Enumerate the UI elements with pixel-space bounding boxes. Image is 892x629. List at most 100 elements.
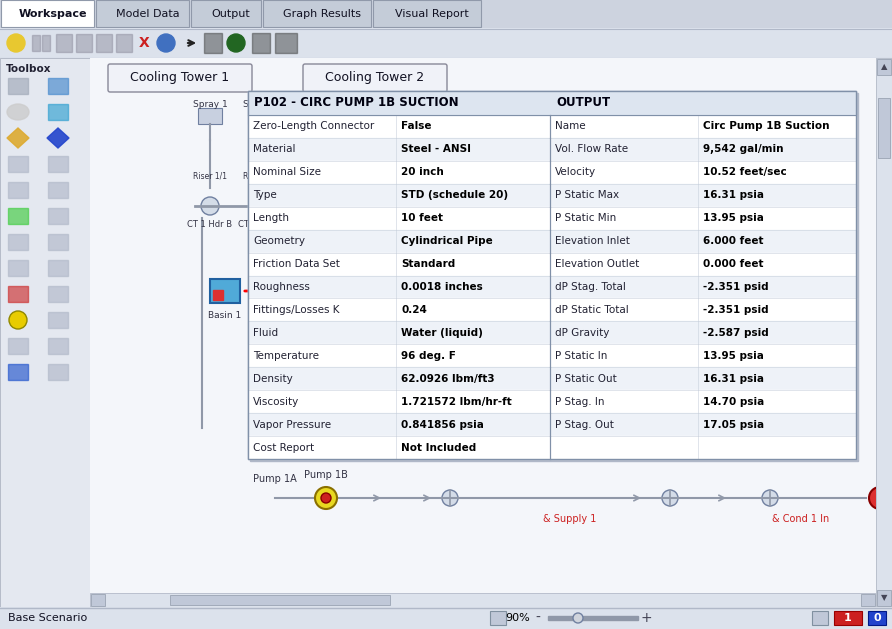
Circle shape bbox=[7, 34, 25, 52]
Bar bbox=[490, 611, 506, 625]
Text: 10.52 feet/sec: 10.52 feet/sec bbox=[703, 167, 787, 177]
Bar bbox=[48, 78, 68, 94]
Text: Cylindrical Pipe: Cylindrical Pipe bbox=[401, 236, 492, 246]
Bar bbox=[248, 390, 856, 413]
Bar bbox=[204, 33, 222, 53]
Bar bbox=[8, 234, 28, 250]
Bar bbox=[8, 260, 28, 276]
Bar bbox=[170, 595, 390, 605]
Circle shape bbox=[251, 197, 269, 215]
Bar bbox=[48, 234, 68, 250]
FancyBboxPatch shape bbox=[108, 64, 252, 92]
Text: P Static Min: P Static Min bbox=[555, 213, 616, 223]
Text: Material: Material bbox=[253, 145, 295, 154]
Text: Temperature: Temperature bbox=[253, 351, 319, 361]
Text: 62.0926 lbm/ft3: 62.0926 lbm/ft3 bbox=[401, 374, 495, 384]
Text: 0.000 feet: 0.000 feet bbox=[703, 259, 764, 269]
Bar bbox=[834, 611, 862, 625]
Text: dP Static Total: dP Static Total bbox=[555, 305, 629, 315]
Text: 17.05 psia: 17.05 psia bbox=[703, 420, 764, 430]
Text: Geometry: Geometry bbox=[253, 236, 305, 246]
Text: -: - bbox=[535, 611, 541, 625]
Bar bbox=[248, 344, 856, 367]
Text: Circ Pump 1B Suction: Circ Pump 1B Suction bbox=[703, 121, 830, 131]
Circle shape bbox=[201, 197, 219, 215]
Bar bbox=[250, 93, 858, 461]
Text: 9,542 gal/min: 9,542 gal/min bbox=[703, 145, 783, 154]
Text: Velocity: Velocity bbox=[555, 167, 596, 177]
Circle shape bbox=[315, 487, 337, 509]
Bar bbox=[48, 156, 68, 172]
Text: 14.70 psia: 14.70 psia bbox=[703, 397, 764, 407]
Bar bbox=[8, 156, 28, 172]
Bar bbox=[263, 0, 371, 27]
Circle shape bbox=[9, 311, 27, 329]
Ellipse shape bbox=[7, 104, 29, 120]
Bar bbox=[48, 338, 68, 354]
Bar bbox=[248, 413, 856, 436]
Text: dP Stag. Total: dP Stag. Total bbox=[555, 282, 626, 292]
Bar bbox=[298, 108, 322, 124]
Bar bbox=[76, 34, 92, 52]
Bar bbox=[8, 208, 28, 224]
Bar bbox=[868, 611, 886, 625]
Bar bbox=[210, 279, 240, 303]
Circle shape bbox=[573, 613, 583, 623]
Text: Viscosity: Viscosity bbox=[253, 397, 299, 407]
Circle shape bbox=[762, 490, 778, 506]
Text: Friction Data Set: Friction Data Set bbox=[253, 259, 340, 269]
Bar bbox=[8, 364, 28, 380]
Text: Elevation Inlet: Elevation Inlet bbox=[555, 236, 630, 246]
Bar bbox=[248, 276, 856, 299]
Bar bbox=[248, 91, 856, 115]
Bar bbox=[252, 33, 270, 53]
Text: Density: Density bbox=[253, 374, 293, 384]
Bar bbox=[878, 98, 890, 158]
Text: ▲: ▲ bbox=[880, 62, 888, 72]
Text: Riser 1/2: Riser 1/2 bbox=[243, 172, 277, 181]
Bar bbox=[248, 230, 856, 253]
Bar bbox=[96, 34, 112, 52]
Bar bbox=[275, 33, 297, 53]
Text: Type: Type bbox=[253, 190, 277, 200]
Text: Vapor Pressure: Vapor Pressure bbox=[253, 420, 331, 430]
Text: +: + bbox=[640, 611, 652, 625]
Bar bbox=[248, 207, 856, 230]
Text: Nominal Size: Nominal Size bbox=[253, 167, 321, 177]
Text: Length: Length bbox=[253, 213, 289, 223]
Text: -2.351 psid: -2.351 psid bbox=[703, 305, 769, 315]
Text: False: False bbox=[401, 121, 432, 131]
Text: 10 feet: 10 feet bbox=[401, 213, 443, 223]
Bar bbox=[8, 338, 28, 354]
Bar bbox=[48, 208, 68, 224]
Text: Fluid: Fluid bbox=[253, 328, 278, 338]
Text: P Static In: P Static In bbox=[555, 351, 607, 361]
Bar bbox=[248, 184, 856, 207]
Bar bbox=[248, 253, 856, 276]
Bar bbox=[42, 35, 50, 51]
Text: Pump 1A: Pump 1A bbox=[253, 474, 297, 484]
Text: P Static Max: P Static Max bbox=[555, 190, 619, 200]
Text: Visual Report: Visual Report bbox=[395, 9, 469, 19]
Text: Workspace: Workspace bbox=[18, 9, 87, 19]
Bar bbox=[198, 108, 222, 124]
Bar bbox=[861, 594, 875, 606]
Bar bbox=[248, 108, 272, 124]
Bar bbox=[1, 0, 94, 27]
Bar bbox=[248, 299, 856, 321]
Text: Toolbox: Toolbox bbox=[6, 64, 52, 74]
Text: dP Gravity: dP Gravity bbox=[555, 328, 609, 338]
Text: 13.95 psia: 13.95 psia bbox=[703, 351, 764, 361]
Bar bbox=[248, 436, 856, 459]
Bar bbox=[248, 321, 856, 344]
Text: 20 inch: 20 inch bbox=[401, 167, 443, 177]
Text: Graph Results: Graph Results bbox=[283, 9, 361, 19]
Text: Steel - ANSI: Steel - ANSI bbox=[401, 145, 471, 154]
Text: 1: 1 bbox=[844, 613, 852, 623]
Text: 0.841856 psia: 0.841856 psia bbox=[401, 420, 483, 430]
Text: Spray: Spray bbox=[297, 100, 323, 109]
Bar bbox=[32, 35, 40, 51]
Bar bbox=[48, 104, 68, 120]
Bar bbox=[812, 611, 828, 625]
Bar bbox=[248, 115, 856, 138]
